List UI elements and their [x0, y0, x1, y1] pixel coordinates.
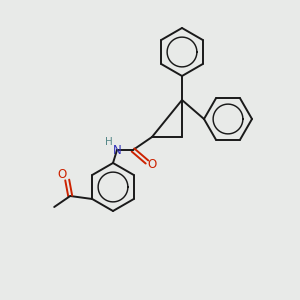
Text: O: O — [58, 169, 67, 182]
Text: H: H — [105, 137, 113, 147]
Text: N: N — [112, 143, 122, 157]
Text: O: O — [147, 158, 157, 170]
